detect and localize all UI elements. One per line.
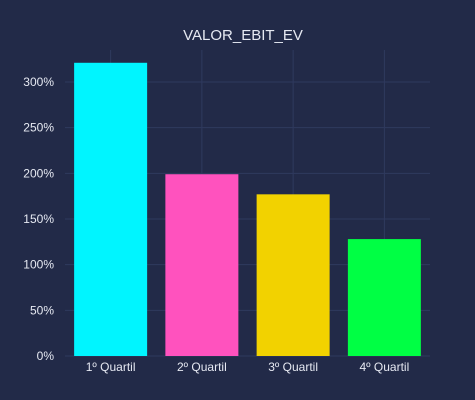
y-tick-label: 200%	[23, 166, 54, 180]
x-tick-labels: 1º Quartil 2º Quartil 3º Quartil 4º Quartil	[86, 360, 409, 374]
bar	[347, 239, 421, 356]
bar	[256, 194, 330, 356]
y-tick-label: 250%	[23, 121, 54, 135]
bar	[74, 62, 148, 357]
bars	[74, 62, 421, 357]
y-tick-label: 300%	[23, 75, 54, 89]
x-tick-label: 2º Quartil	[177, 360, 227, 374]
x-tick-label: 3º Quartil	[268, 360, 318, 374]
y-tick-label: 150%	[23, 212, 54, 226]
x-tick-label: 4º Quartil	[360, 360, 410, 374]
x-tick-label: 1º Quartil	[86, 360, 136, 374]
chart-title: VALOR_EBIT_EV	[183, 27, 303, 44]
y-tick-label: 50%	[30, 303, 54, 317]
y-tick-label: 0%	[37, 349, 55, 363]
bar	[165, 174, 239, 356]
y-tick-label: 100%	[23, 258, 54, 272]
y-tick-labels: 0% 50% 100% 150% 200% 250% 300%	[23, 75, 54, 363]
